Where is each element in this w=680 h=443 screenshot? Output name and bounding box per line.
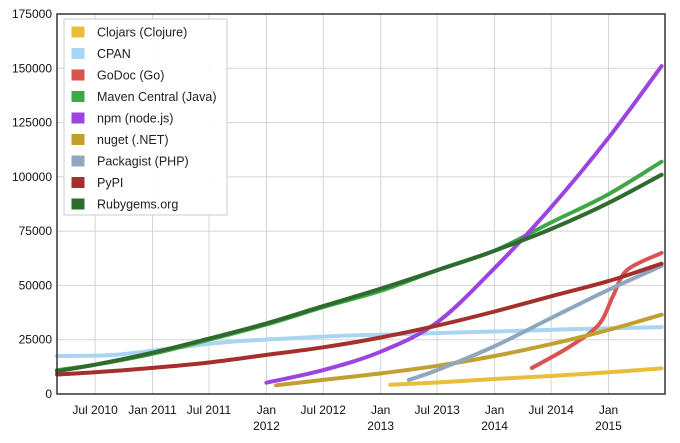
legend-label: Packagist (PHP) [97,155,189,169]
legend-swatch [70,154,86,168]
x-tick-label: Jan 2011 [128,403,177,417]
series-line-pypi [55,261,664,377]
legend-label: GoDoc (Go) [97,69,164,83]
legend-label: Rubygems.org [97,198,178,212]
y-tick-label: 175000 [12,7,52,21]
y-tick-label: 125000 [12,116,52,130]
y-tick-label: 25000 [19,333,53,347]
x-tick-label: Jul 2011 [187,403,232,417]
x-tick-label: Jul 2014 [528,403,574,417]
legend-label: CPAN [97,47,131,61]
x-tick-year-label: 2015 [595,419,622,433]
legend-label: nuget (.NET) [97,133,169,147]
x-tick-label: Jul 2013 [414,403,460,417]
series-lines [55,64,664,388]
legend-label: PyPI [97,176,123,190]
series-line-godoc-go [530,250,664,370]
y-tick-label: 0 [45,387,52,401]
legend: Clojars (Clojure) CPAN GoDoc (Go) Maven Cen… [63,18,228,216]
x-tick-label: Jan [485,403,504,417]
legend-swatch [70,90,86,103]
y-tick-label: 50000 [19,278,53,292]
legend-swatch [70,25,86,39]
legend-swatch [70,197,86,211]
legend-label: Clojars (Clojure) [97,26,187,40]
legend-box [63,18,228,216]
legend-swatch [70,47,86,60]
x-tick-label: Jan [371,403,390,417]
y-tick-label: 100000 [12,170,52,184]
legend-swatch [70,133,86,146]
legend-label: npm (node.js) [97,112,173,126]
series-line-packagist-php [406,263,664,382]
legend-label: Maven Central (Java) [97,90,217,104]
plot-frame [56,13,666,395]
x-tick-year-label: 2012 [253,419,280,433]
x-tick-year-label: 2014 [481,419,508,433]
x-tick-year-label: 2013 [367,419,394,433]
legend-swatch [70,68,86,82]
series-line-nuget-net [274,312,664,388]
legend-swatch [70,111,86,125]
series-line-clojars-clojure [388,366,664,387]
y-axis: 0 25000 50000 75000 100000 125000 150000 175000 [12,7,52,401]
x-tick-label: Jan [257,403,276,417]
x-tick-label: Jul 2012 [301,403,347,417]
y-tick-label: 75000 [19,224,53,238]
series-line-npm-node-js [264,64,664,385]
x-tick-label: Jul 2010 [72,403,118,417]
x-axis: Jul 2010 Jan 2011 Jul 2011 Jan 2012 Jul 2012 J… [72,403,622,433]
y-tick-label: 150000 [12,61,52,75]
series-line-rubygems-org [55,172,664,374]
x-tick-label: Jan [599,403,618,417]
legend-swatch [70,176,86,189]
